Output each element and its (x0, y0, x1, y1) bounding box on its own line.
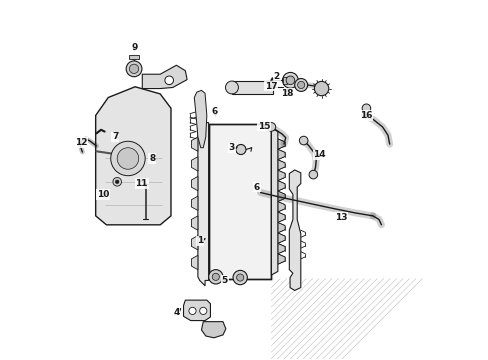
Circle shape (236, 274, 244, 281)
Polygon shape (277, 222, 285, 233)
Circle shape (164, 76, 173, 85)
Polygon shape (277, 160, 285, 170)
Polygon shape (271, 128, 277, 275)
Text: 12: 12 (75, 138, 87, 147)
Polygon shape (277, 212, 285, 222)
Bar (129, 55, 139, 59)
Text: 2: 2 (273, 72, 279, 81)
Bar (283, 77, 286, 84)
Circle shape (282, 72, 298, 88)
Polygon shape (277, 181, 285, 191)
Text: 13: 13 (334, 213, 347, 222)
Circle shape (199, 307, 206, 315)
Polygon shape (277, 243, 285, 254)
Circle shape (110, 141, 145, 176)
Polygon shape (142, 65, 187, 89)
Polygon shape (191, 196, 198, 211)
Circle shape (113, 177, 121, 186)
Circle shape (115, 180, 119, 184)
Polygon shape (183, 300, 210, 320)
Circle shape (266, 123, 275, 131)
Text: 5: 5 (221, 276, 227, 285)
Polygon shape (194, 90, 206, 148)
Circle shape (294, 78, 307, 91)
Text: 7: 7 (112, 132, 119, 141)
Text: 11: 11 (135, 179, 147, 188)
Polygon shape (191, 176, 198, 191)
Polygon shape (277, 202, 285, 212)
Circle shape (212, 273, 219, 280)
Polygon shape (277, 149, 285, 160)
Text: 9: 9 (131, 43, 137, 52)
Text: 6: 6 (211, 107, 218, 116)
Text: 15: 15 (258, 122, 270, 131)
Circle shape (126, 61, 142, 77)
Circle shape (129, 64, 139, 73)
Text: 17: 17 (264, 82, 277, 91)
Polygon shape (201, 321, 225, 338)
Polygon shape (277, 139, 285, 149)
Text: 3: 3 (228, 143, 235, 152)
Polygon shape (191, 157, 198, 171)
Circle shape (299, 136, 307, 145)
Circle shape (362, 104, 370, 113)
Polygon shape (191, 216, 198, 230)
Circle shape (208, 270, 223, 284)
Circle shape (297, 81, 304, 89)
Circle shape (308, 170, 317, 179)
Polygon shape (277, 170, 285, 181)
Circle shape (285, 76, 294, 85)
Polygon shape (198, 117, 208, 286)
Text: 10: 10 (97, 190, 109, 199)
Circle shape (235, 144, 245, 154)
Polygon shape (277, 191, 285, 202)
Text: 6: 6 (253, 183, 260, 192)
Circle shape (314, 81, 328, 96)
Text: 1: 1 (196, 237, 203, 246)
Text: 18: 18 (281, 89, 293, 98)
Text: 8: 8 (149, 154, 155, 163)
Polygon shape (277, 254, 285, 264)
Polygon shape (277, 233, 285, 243)
Bar (231, 81, 273, 94)
Circle shape (188, 307, 196, 315)
Circle shape (233, 270, 247, 285)
Bar (208, 125, 271, 279)
Text: 16: 16 (360, 111, 372, 120)
Text: 14: 14 (313, 150, 325, 159)
Bar (208, 125, 271, 279)
Polygon shape (289, 170, 300, 291)
Polygon shape (191, 235, 198, 250)
Circle shape (117, 148, 139, 169)
Polygon shape (191, 137, 198, 151)
Polygon shape (191, 255, 198, 270)
Text: 4: 4 (173, 308, 179, 317)
Circle shape (225, 81, 238, 94)
Polygon shape (96, 87, 171, 225)
